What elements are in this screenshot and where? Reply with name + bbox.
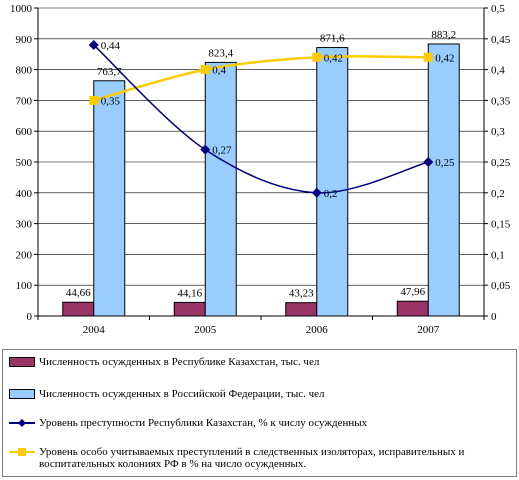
bar: [396, 300, 429, 317]
square-point: [312, 52, 322, 62]
left-axis-tick-label: 500: [16, 157, 33, 169]
left-axis-tick-label: 900: [16, 34, 33, 46]
bar: [204, 61, 237, 317]
bar: [285, 302, 318, 317]
square-point: [423, 52, 433, 62]
left-axis-tick-label: 700: [16, 95, 33, 107]
left-axis-tick-label: 1000: [10, 3, 33, 15]
legend-item-rf-special-crimes: Уровень особо учитываемых преступлений в…: [9, 446, 515, 470]
bar: [173, 301, 206, 317]
legend-swatch-kz-convicts: [9, 356, 35, 368]
line-data-label: 0,2: [324, 188, 338, 200]
line-data-label: 0,27: [212, 145, 232, 157]
bar: [427, 43, 460, 317]
legend-label-rf-convicts: Численность осужденных в Российской Феде…: [39, 388, 325, 400]
left-axis-tick-label: 600: [16, 126, 33, 138]
x-axis-tick-label: 2004: [83, 324, 106, 336]
line-data-label: 0,35: [101, 95, 121, 107]
left-axis-tick-label: 0: [27, 311, 33, 323]
bar-data-label: 44,66: [66, 287, 91, 299]
legend: Численность осужденных в Республике Каза…: [2, 349, 517, 477]
diamond-point: [200, 144, 211, 155]
diamond-point: [88, 39, 99, 50]
legend-swatch-kz-crime-rate: [9, 417, 35, 429]
right-axis-tick-label: 0,3: [491, 126, 505, 138]
x-axis-tick-label: 2007: [417, 324, 440, 336]
legend-swatch-rf-special-crimes: [9, 446, 35, 458]
square-point: [89, 95, 99, 105]
bar: [62, 301, 95, 317]
left-axis-tick-label: 400: [16, 188, 33, 200]
bar: [93, 80, 126, 317]
right-axis-tick-label: 0,5: [491, 3, 505, 15]
right-axis-tick-label: 0,4: [491, 65, 505, 77]
x-axis-tick-label: 2005: [194, 324, 217, 336]
left-axis-tick-label: 200: [16, 249, 33, 261]
combo-chart: 0 100 200 300 400 500 600 700 800 900 1000 0 0,05 0,1…: [10, 3, 511, 336]
square-marker-icon: [18, 448, 26, 456]
legend-swatch-rf-convicts: [9, 388, 35, 400]
line-data-label: 0,25: [435, 157, 455, 169]
line-series: [88, 39, 434, 198]
legend-item-kz-convicts: Численность осужденных в Республике Каза…: [9, 356, 515, 368]
legend-item-rf-convicts: Численность осужденных в Российской Феде…: [9, 388, 515, 400]
right-axis-tick-label: 0,25: [491, 157, 511, 169]
legend-label-kz-convicts: Численность осужденных в Республике Каза…: [39, 356, 320, 368]
line-data-label: 0,42: [435, 52, 454, 64]
right-axis-tick-label: 0,05: [491, 280, 511, 292]
legend-label-kz-crime-rate: Уровень преступности Республики Казахста…: [39, 417, 368, 429]
series-line: [93, 55, 429, 102]
right-axis-tick-label: 0,1: [491, 249, 505, 261]
line-data-label: 0,4: [212, 65, 226, 77]
left-axis-tick-label: 100: [16, 280, 33, 292]
bar-data-label: 44,16: [177, 287, 202, 299]
line-data-label: 0,42: [324, 52, 343, 64]
diamond-marker-icon: [18, 419, 26, 427]
diamond-point: [311, 187, 322, 198]
left-axis-tick-label: 300: [16, 219, 33, 231]
diamond-point: [423, 157, 434, 167]
square-point: [200, 65, 210, 75]
right-axis-tick-label: 0: [491, 311, 497, 323]
right-axis-tick-label: 0,15: [491, 219, 511, 231]
right-axis-tick-label: 0,45: [491, 34, 511, 46]
bar-data-label: 823,4: [208, 47, 233, 59]
legend-label-rf-special-crimes: Уровень особо учитываемых преступлений в…: [39, 446, 465, 470]
series-line: [93, 44, 429, 194]
left-axis-tick-label: 800: [16, 65, 33, 77]
axes: 0 100 200 300 400 500 600 700 800 900 1000 0 0,05 0,1…: [10, 3, 511, 336]
bar: [316, 47, 349, 317]
x-axis-tick-label: 2006: [306, 324, 329, 336]
right-axis-tick-label: 0,35: [491, 95, 511, 107]
legend-item-kz-crime-rate: Уровень преступности Республики Казахста…: [9, 417, 515, 429]
bar-data-label: 43,23: [289, 288, 314, 300]
bar-data-label: 763,7: [97, 66, 122, 78]
data-labels: 44,66 44,16 43,23 47,96 763,7 823,4 871,6 883,2…: [66, 29, 456, 300]
line-data-label: 0,44: [101, 40, 121, 52]
bar-data-label: 871,6: [320, 33, 345, 45]
bar-data-label: 883,2: [431, 29, 456, 41]
right-axis-tick-label: 0,2: [491, 188, 505, 200]
bar-data-label: 47,96: [400, 286, 425, 298]
